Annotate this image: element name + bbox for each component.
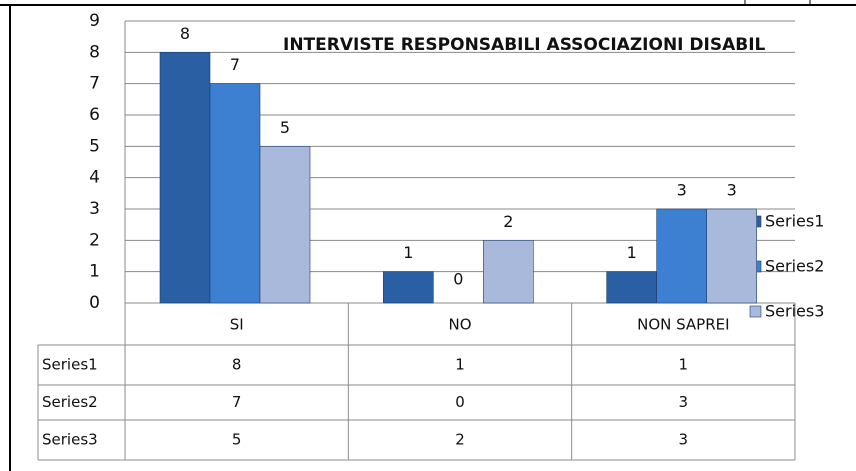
legend-label: Series2 <box>765 257 824 276</box>
x-tick-label: NON SAPREI <box>637 316 729 334</box>
table-row-header: Series2 <box>42 393 98 411</box>
table-row-header: Series1 <box>42 356 98 374</box>
data-label: 3 <box>727 181 737 200</box>
y-tick-label: 7 <box>89 74 100 94</box>
bar <box>209 83 261 304</box>
y-tick-label: 6 <box>89 105 100 125</box>
table-cell: 0 <box>455 393 465 411</box>
data-label: 1 <box>627 243 637 262</box>
bar <box>383 271 434 304</box>
y-tick-label: 1 <box>89 262 100 282</box>
y-tick-label: 4 <box>89 168 100 188</box>
chart-title: INTERVISTE RESPONSABILI ASSOCIAZIONI DIS… <box>283 35 766 55</box>
data-label: 8 <box>180 24 190 43</box>
bar <box>656 208 707 304</box>
data-label: 1 <box>403 243 413 262</box>
y-tick-label: 5 <box>89 136 100 156</box>
legend-label: Series3 <box>765 302 824 321</box>
data-label: 0 <box>453 270 463 289</box>
bar <box>159 52 211 304</box>
y-tick-label: 0 <box>89 293 100 313</box>
bar <box>606 271 657 304</box>
bar <box>483 240 534 304</box>
table-cell: 8 <box>232 356 242 374</box>
table-row-header: Series3 <box>42 431 98 449</box>
table-cell: 3 <box>679 431 689 449</box>
table-cell: 1 <box>679 356 689 374</box>
y-tick-label: 3 <box>89 199 100 219</box>
table-cell: 2 <box>455 431 465 449</box>
data-label: 2 <box>503 212 513 231</box>
data-label: 5 <box>280 118 290 137</box>
data-label: 3 <box>677 181 687 200</box>
legend-swatch <box>749 305 762 318</box>
y-tick-label: 9 <box>89 11 100 31</box>
table-cell: 5 <box>232 431 242 449</box>
bar <box>259 146 311 304</box>
x-tick-label: NO <box>448 316 471 334</box>
bar <box>706 208 757 304</box>
data-label: 7 <box>230 55 240 74</box>
y-tick-label: 2 <box>89 230 100 250</box>
x-tick-label: SI <box>230 316 244 334</box>
table-cell: 1 <box>455 356 465 374</box>
y-tick-label: 8 <box>89 42 100 62</box>
legend-label: Series1 <box>765 212 824 231</box>
table-cell: 7 <box>232 393 242 411</box>
table-cell: 3 <box>679 393 689 411</box>
